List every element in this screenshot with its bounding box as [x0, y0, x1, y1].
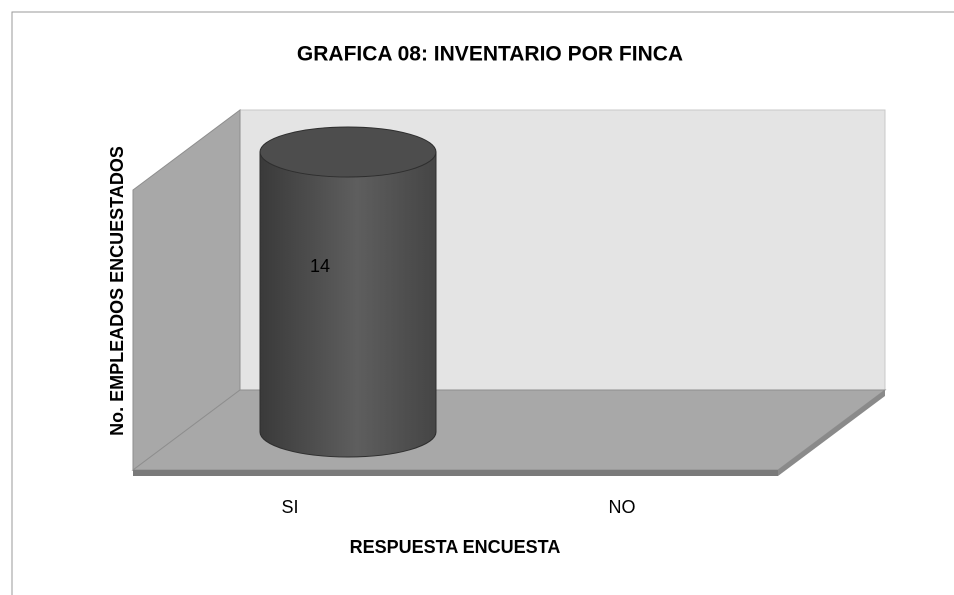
x-axis-title: RESPUESTA ENCUESTA — [350, 537, 561, 557]
floor-edge — [778, 390, 885, 476]
chart-title: GRAFICA 08: INVENTARIO POR FINCA — [297, 43, 683, 66]
x-tick-label: NO — [609, 497, 636, 517]
data-label: 14 — [310, 256, 330, 276]
bar — [259, 126, 437, 458]
cylinder-body — [259, 151, 437, 458]
frame — [11, 11, 954, 595]
floor — [131, 389, 887, 471]
y-axis-title: No. EMPLEADOS ENCUESTADOS — [107, 146, 127, 436]
cylinder-top — [259, 126, 437, 178]
floor-edge — [133, 470, 778, 476]
x-tick-label: SI — [281, 497, 298, 517]
